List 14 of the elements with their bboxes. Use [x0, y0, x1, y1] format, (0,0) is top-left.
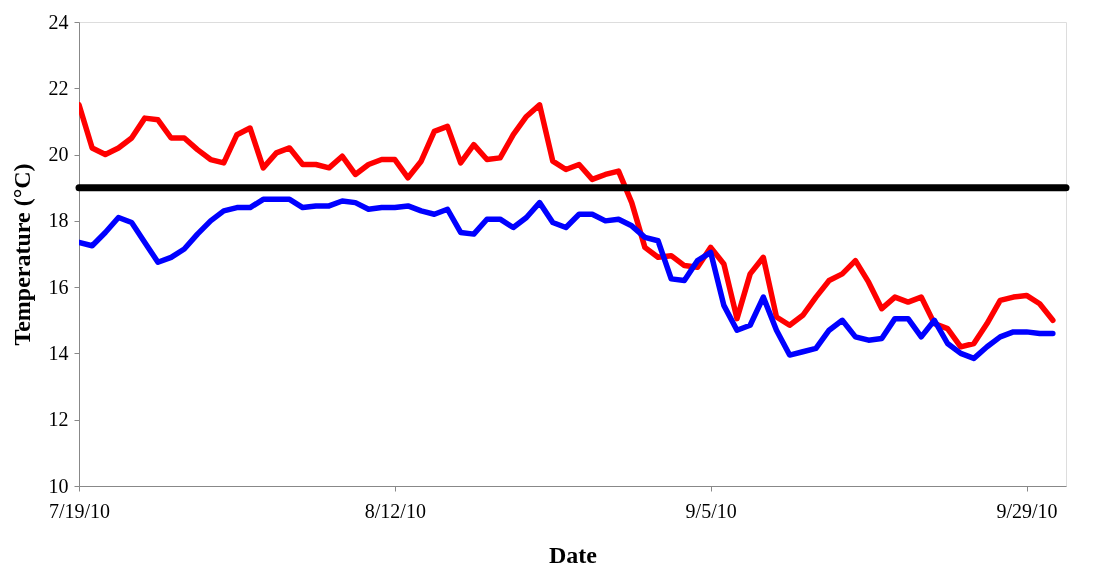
y-tick-label: 22: [48, 76, 69, 99]
y-tick-label: 24: [48, 10, 69, 33]
x-tick-label: 7/19/10: [48, 499, 111, 522]
x-tick-label: 9/5/10: [685, 499, 737, 522]
y-tick-label: 20: [48, 143, 69, 166]
y-tick-label: 18: [48, 209, 69, 232]
y-tick-label: 14: [48, 341, 69, 364]
x-axis-title: Date: [549, 541, 598, 568]
x-tick-label: 9/29/10: [996, 499, 1058, 522]
y-axis-title: Temperature (°C): [8, 163, 35, 346]
y-tick-label: 16: [48, 275, 69, 298]
x-tick-label: 8/12/10: [364, 499, 426, 522]
y-tick-label: 10: [48, 474, 69, 497]
y-tick-label: 12: [48, 408, 69, 431]
